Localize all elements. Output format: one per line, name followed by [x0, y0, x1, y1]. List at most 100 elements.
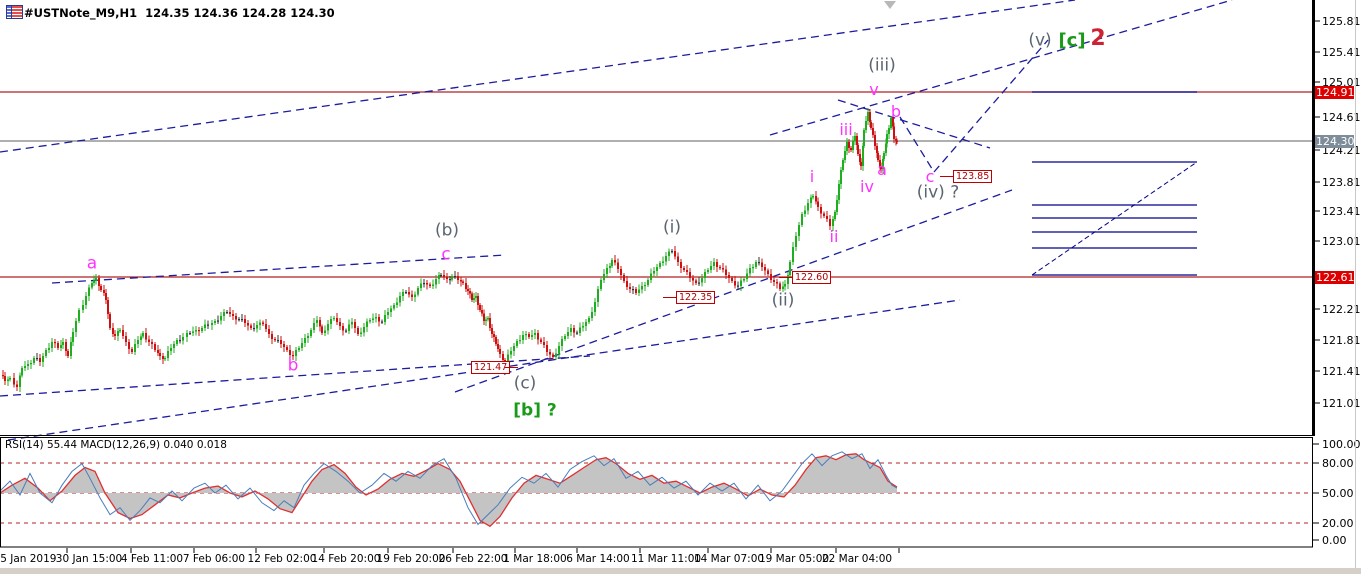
candle-body — [154, 344, 156, 350]
candle-body — [4, 376, 6, 381]
candle-body — [217, 320, 219, 322]
wave-label[interactable]: v — [869, 80, 879, 99]
candle-body — [704, 272, 706, 278]
candle-body — [522, 335, 524, 340]
wave-label[interactable]: b — [890, 102, 902, 121]
candle-body — [879, 160, 881, 167]
indicator-label: RSI(14) 55.44 MACD(12,26,9) 0.040 0.018 — [5, 439, 227, 451]
candle-body — [549, 352, 551, 355]
candle-body — [259, 322, 261, 325]
candle-body — [801, 214, 803, 225]
candle-body — [134, 344, 136, 352]
candle-body — [204, 324, 206, 328]
candle-body — [145, 333, 147, 340]
candle-body — [268, 329, 270, 334]
candle-body — [207, 324, 209, 326]
chart-price-tag[interactable]: 121.47 — [471, 361, 511, 374]
chart-price-tag[interactable]: 123.85 — [953, 170, 993, 183]
candle-body — [641, 286, 643, 290]
candle-body — [443, 275, 445, 277]
candle-body — [852, 141, 854, 150]
axis-price-tag[interactable]: 124.30 — [1315, 134, 1355, 148]
wave-label[interactable]: (i) — [663, 217, 681, 238]
chart-title: #USTNote_M9,H1 124.35 124.36 124.28 124.… — [24, 6, 335, 20]
candle-body — [846, 142, 848, 151]
candle-body — [719, 267, 721, 269]
candle-body — [321, 326, 323, 333]
candle-body — [528, 334, 530, 337]
wave-label[interactable]: [b] ? — [513, 400, 557, 421]
candle-body — [892, 118, 894, 127]
candle-body — [327, 324, 329, 331]
time-axis-label: 22 Mar 04:00 — [821, 553, 893, 565]
candle-body — [105, 293, 107, 300]
candle-body — [481, 310, 483, 314]
candle-body — [198, 330, 200, 332]
candle-body — [122, 330, 124, 336]
candle-body — [471, 293, 473, 300]
wave-label[interactable]: ii — [829, 227, 839, 246]
candle-body — [525, 334, 527, 336]
candle-body — [247, 323, 249, 326]
candle-body — [597, 289, 599, 302]
candle-body — [330, 319, 332, 324]
candle-body — [420, 283, 422, 288]
candle-body — [502, 354, 504, 360]
candle-body — [313, 323, 315, 330]
axis-price-tag[interactable]: 122.61 — [1315, 270, 1355, 284]
price-tag-connector — [505, 367, 518, 368]
candle-body — [644, 285, 646, 287]
candle-body — [773, 280, 775, 282]
candle-body — [354, 322, 356, 328]
trend-line-forecast-up-c-v — [933, 39, 1049, 173]
wave-label[interactable]: a — [877, 160, 887, 179]
candle-body — [588, 318, 590, 322]
candle-body — [182, 337, 184, 341]
candle-body — [638, 289, 640, 293]
wave-label[interactable]: a — [86, 253, 98, 274]
candle-body — [632, 289, 634, 291]
wave-label[interactable]: c — [925, 167, 935, 186]
candle-body — [840, 170, 842, 184]
candle-body — [65, 342, 67, 351]
candle-body — [782, 286, 784, 289]
candle-body — [256, 325, 258, 329]
candle-body — [579, 327, 581, 333]
candle-body — [286, 347, 288, 350]
axis-price-tag[interactable]: 124.91 — [1315, 85, 1355, 99]
wave-label[interactable]: c — [441, 244, 451, 265]
wave-label[interactable]: (c) — [513, 373, 537, 394]
candle-body — [57, 343, 59, 348]
wave-label[interactable]: 2 — [1090, 26, 1106, 51]
wave-label[interactable]: (b) — [434, 220, 460, 241]
candle-body — [850, 148, 852, 150]
quote-values: 124.35 124.36 124.28 124.30 — [145, 6, 335, 20]
candle-body — [289, 350, 291, 355]
wave-label[interactable]: (iv) ? — [916, 182, 960, 203]
wave-label[interactable]: i — [809, 167, 815, 186]
candle-body — [594, 302, 596, 312]
time-axis-label: 14 Feb 20:00 — [311, 553, 381, 565]
candle-body — [369, 320, 371, 322]
candle-body — [262, 322, 264, 324]
candle-body — [393, 305, 395, 309]
candle-body — [405, 292, 407, 294]
wave-label[interactable]: b — [287, 355, 299, 376]
candle-body — [473, 298, 475, 300]
wave-label[interactable]: (v) — [1028, 30, 1052, 51]
price-axis-bar — [1312, 0, 1315, 436]
wave-label[interactable]: iii — [839, 120, 853, 139]
wave-label[interactable]: (ii) — [771, 290, 795, 311]
candle-body — [826, 216, 828, 219]
candle-body — [19, 375, 21, 387]
candle-body — [647, 280, 649, 285]
wave-label[interactable]: iv — [860, 177, 874, 196]
chart-price-tag[interactable]: 122.35 — [676, 291, 716, 304]
wave-label[interactable]: (iii) — [868, 55, 896, 76]
chart-price-tag[interactable]: 122.60 — [792, 271, 832, 284]
candle-body — [390, 308, 392, 312]
wave-label[interactable]: [c] — [1058, 30, 1086, 51]
candle-body — [112, 328, 114, 334]
candle-body — [659, 263, 661, 267]
